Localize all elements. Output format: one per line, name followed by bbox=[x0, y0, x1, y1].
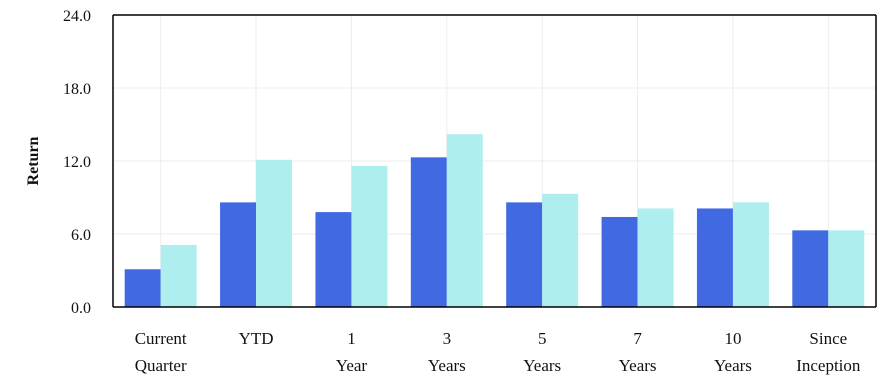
x-category-label: 10 bbox=[724, 329, 741, 348]
bar-series-2 bbox=[351, 165, 388, 307]
bar-series-2 bbox=[542, 193, 579, 307]
bar-series-1 bbox=[696, 208, 733, 307]
labels: 0.0 6.0 12.0 18.0 24.0 Current Quarter YTD 1 Year… bbox=[63, 8, 861, 375]
bar-series-2 bbox=[446, 134, 483, 307]
bar-series-1 bbox=[506, 202, 543, 307]
x-category-label: Years bbox=[428, 356, 466, 375]
y-axis-title: Return bbox=[25, 136, 42, 185]
x-category-label: Years bbox=[619, 356, 657, 375]
bar-series-1 bbox=[792, 230, 829, 307]
x-category-label: Inception bbox=[796, 356, 861, 375]
bar-series-1 bbox=[315, 212, 352, 307]
bars bbox=[124, 134, 865, 307]
bar-series-2 bbox=[637, 208, 674, 307]
y-tick-label: 6.0 bbox=[71, 227, 91, 244]
y-tick-label: 0.0 bbox=[71, 300, 91, 317]
bar-series-2 bbox=[828, 230, 865, 307]
x-category-label: Current bbox=[135, 329, 187, 348]
x-category-label: YTD bbox=[239, 329, 274, 348]
x-category-label: Since bbox=[809, 329, 847, 348]
bar-series-1 bbox=[124, 269, 161, 307]
x-category-label: Quarter bbox=[135, 356, 187, 375]
bar-series-2 bbox=[160, 244, 197, 307]
y-tick-label: 12.0 bbox=[63, 154, 91, 171]
bar-series-1 bbox=[220, 202, 257, 307]
bar-series-1 bbox=[410, 157, 447, 307]
y-tick-label: 24.0 bbox=[63, 8, 91, 25]
x-category-label: Years bbox=[714, 356, 752, 375]
bar-series-1 bbox=[601, 216, 638, 307]
x-category-label: Year bbox=[336, 356, 368, 375]
bar-series-2 bbox=[732, 202, 769, 307]
x-category-label: 7 bbox=[633, 329, 642, 348]
x-category-label: Years bbox=[523, 356, 561, 375]
x-category-label: 3 bbox=[443, 329, 452, 348]
bar-series-2 bbox=[256, 159, 293, 307]
x-category-label: 5 bbox=[538, 329, 547, 348]
x-category-label: 1 bbox=[347, 329, 356, 348]
y-tick-label: 18.0 bbox=[63, 81, 91, 98]
axes bbox=[112, 14, 877, 308]
